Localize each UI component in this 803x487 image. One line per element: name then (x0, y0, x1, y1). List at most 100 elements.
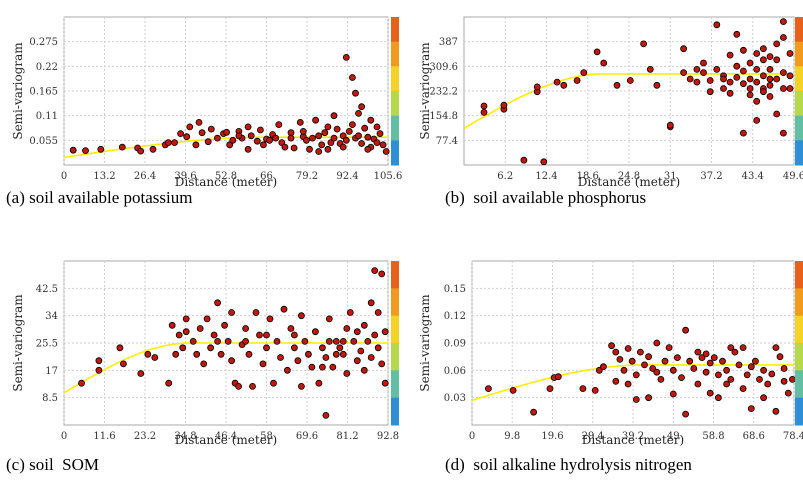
chart-c-data-point (301, 338, 309, 345)
chart-c-data-point (297, 312, 305, 320)
caption-b: (b) soil available phosphorus (445, 188, 647, 207)
chart-c-data-point (336, 344, 344, 352)
chart-c-data-point (339, 338, 347, 345)
chart-d-data-point (686, 357, 694, 365)
chart-a-legend-swatch (391, 91, 399, 117)
chart-b-data-point (786, 85, 794, 92)
chart-c-data-point (374, 309, 382, 316)
chart-c-x-tick-label: 34.8 (174, 431, 196, 442)
chart-d-data-point (669, 390, 677, 398)
chart-c-legend-swatch (391, 370, 399, 399)
chart-a-data-point (355, 132, 362, 140)
chart-b-y-tick-label: 387 (439, 37, 458, 48)
chart-c-data-point (242, 338, 250, 345)
chart-d-data-point (702, 350, 710, 358)
chart-a-data-point (213, 134, 221, 142)
chart-c-x-tick-label: 46.4 (215, 431, 237, 442)
chart-c-data-point (207, 344, 215, 352)
chart-d-data-point (735, 361, 743, 369)
chart-c-data-point (343, 325, 351, 332)
chart-c-data-point (381, 328, 389, 336)
chart-b-data-point (779, 129, 787, 137)
chart-c-x-axis-label: Distance (meter) (175, 433, 277, 447)
chart-d-data-point (727, 344, 735, 351)
chart-d-data-point (509, 386, 517, 394)
chart-b-data-point (759, 88, 767, 96)
chart-a-data-point (164, 139, 172, 147)
chart-c-data-point (290, 331, 298, 339)
chart-c-data-point (245, 350, 253, 358)
chart-a-data-point (373, 139, 381, 147)
chart-c-legend-swatch (391, 315, 399, 344)
chart-c-data-point (343, 370, 351, 377)
chart-b-data-point (766, 53, 774, 60)
chart-c-data-point (144, 350, 152, 358)
chart-d-data-point (764, 380, 772, 388)
chart-c-data-point (228, 357, 236, 365)
chart-svg-b: 6.2 12.4 18.6 24.8 31 37.2 43.4 49.6 77.4 154.8 23… (418, 16, 803, 189)
chart-c-data-point (270, 379, 277, 387)
chart-c-data-point (304, 350, 312, 358)
chart-d-data-point (616, 356, 624, 363)
chart-c-data-point (329, 363, 337, 371)
chart-c-data-point (378, 270, 386, 278)
chart-b-data-point (739, 129, 747, 137)
chart-b-y-tick-label: 154.8 (429, 111, 458, 122)
chart-b-data-point (520, 156, 528, 164)
chart-b-data-point (746, 85, 754, 92)
chart-b-data-point (693, 66, 701, 73)
chart-d-data-point (698, 354, 706, 361)
chart-d-data-point (776, 353, 784, 361)
chart-a-data-point (235, 132, 243, 140)
chart-d-data-point (694, 348, 702, 356)
chart-a-data-point (186, 123, 194, 131)
chart-b-data-point (746, 59, 754, 67)
chart-d-y-tick-label: 0.09 (444, 339, 466, 350)
chart-b-data-point (753, 97, 761, 105)
chart-d-data-point (636, 348, 644, 356)
chart-a-y-tick-label: 0.11 (36, 111, 58, 122)
chart-a-data-point (318, 141, 326, 149)
chart-d-data-point (768, 370, 776, 378)
chart-b-x-tick-label: 31 (664, 171, 677, 182)
chart-a-data-point (171, 139, 178, 147)
chart-d-x-tick-label: 0 (469, 431, 475, 442)
chart-c-data-point (378, 360, 386, 368)
chart-b-data-point (640, 40, 648, 48)
chart-a-x-axis-label: Distance (meter) (175, 175, 277, 189)
chart-d-legend-swatch (795, 288, 803, 317)
chart-c-data-point (151, 354, 159, 361)
chart-a-data-point (229, 136, 237, 144)
chart-c-data-point (294, 357, 302, 365)
chart-d-data-point (690, 365, 698, 372)
chart-d-data-point (653, 339, 661, 347)
chart-c-data-point (367, 354, 375, 361)
chart-a-data-point (361, 124, 369, 132)
chart-b-data-point (720, 85, 727, 92)
chart-b-x-tick-label: 37.2 (700, 171, 722, 182)
chart-b-data-point (540, 158, 548, 166)
chart-b-data-point (500, 101, 508, 109)
chart-b-data-point (786, 72, 794, 80)
chart-d-data-point (641, 361, 648, 369)
chart-a-data-point (278, 139, 286, 147)
chart-c-data-point (203, 315, 211, 323)
chart-c-data-point (116, 344, 124, 352)
chart-d-data-point (772, 344, 780, 351)
chart-c-data-point (266, 315, 274, 323)
chart-d-data-point (624, 380, 632, 388)
chart-a-data-point (364, 145, 372, 153)
chart-b-legend-swatch (795, 140, 803, 166)
chart-svg-a: 0 13.2 26.4 39.6 52.8 66 79.2 92.4 105.6 0.055 0.1… (11, 16, 402, 189)
chart-b-data-point (713, 66, 721, 73)
chart-c-data-point (280, 305, 288, 313)
chart-a-x-tick-label: 92.4 (336, 171, 358, 182)
chart-c-data-point (193, 350, 201, 358)
chart-a-data-point (321, 129, 329, 137)
chart-a-data-point (192, 141, 200, 149)
caption-a: (a) soil available potassium (6, 188, 193, 207)
chart-c-data-point (210, 331, 218, 339)
chart-b-data-point (773, 75, 781, 83)
chart-d-data-point (645, 394, 653, 402)
chart-b-data-point (779, 69, 787, 76)
